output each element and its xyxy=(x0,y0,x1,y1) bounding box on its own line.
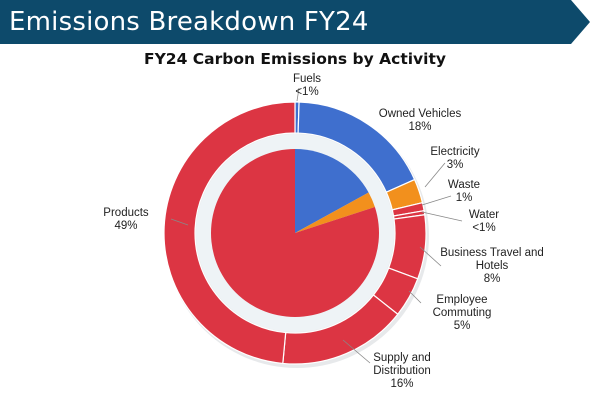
data-label-fuels: Fuels <1% xyxy=(293,73,321,98)
inner-pie-slice-1 xyxy=(295,192,375,233)
data-label-value: <1% xyxy=(295,86,318,98)
leader-line-waste xyxy=(421,195,452,206)
data-label-products: Products 49% xyxy=(103,207,149,232)
data-label-text: Waste xyxy=(448,179,480,191)
data-label-value: 16% xyxy=(390,378,413,390)
data-label-business-travel-and: Business Travel and Hotels 8% xyxy=(440,247,544,285)
data-label-waste: Waste 1% xyxy=(448,179,480,204)
data-label-employee: Employee Commuting 5% xyxy=(433,294,492,332)
leader-line-business-travel-and xyxy=(419,246,442,267)
page-title: Emissions Breakdown FY24 xyxy=(9,7,369,37)
leader-line-supply-and xyxy=(342,339,371,364)
data-label-value: <1% xyxy=(472,222,495,234)
data-label-text: Supply and xyxy=(373,352,431,364)
data-label-value: 3% xyxy=(447,159,464,171)
data-label-value: 49% xyxy=(114,220,137,232)
data-label-text: Owned Vehicles xyxy=(379,108,462,120)
header-banner: Emissions Breakdown FY24 xyxy=(0,0,590,44)
data-label-text: Commuting xyxy=(433,307,492,319)
data-label-text: Fuels xyxy=(293,73,321,85)
data-label-text: Distribution xyxy=(373,365,431,377)
banner-arrow-shape xyxy=(0,0,590,44)
leader-line-employee xyxy=(408,290,422,304)
leader-line-electricity xyxy=(424,162,446,188)
data-label-text: Hotels xyxy=(476,260,509,272)
data-label-text: Electricity xyxy=(430,146,479,158)
leader-line-products xyxy=(170,218,189,226)
data-label-electricity: Electricity 3% xyxy=(430,146,479,171)
inner-pie-slice-0 xyxy=(295,149,369,233)
banner-background xyxy=(0,0,590,44)
data-label-owned-vehicles: Owned Vehicles 18% xyxy=(379,108,462,133)
data-label-text: Water xyxy=(469,209,499,221)
data-label-value: 1% xyxy=(456,192,473,204)
data-label-supply-and: Supply and Distribution 16% xyxy=(373,352,431,390)
leader-line-fuels xyxy=(296,87,300,102)
data-label-water: Water <1% xyxy=(469,209,499,234)
data-label-value: 5% xyxy=(454,320,471,332)
data-label-value: 8% xyxy=(484,273,501,285)
chart-title: FY24 Carbon Emissions by Activity xyxy=(144,50,446,68)
inner-pie-slice-2 xyxy=(211,149,379,317)
data-label-text: Business Travel and xyxy=(440,247,544,259)
data-label-text: Products xyxy=(103,207,149,219)
data-label-value: 18% xyxy=(408,121,431,133)
donut-slice-business-travel-and xyxy=(387,214,427,280)
leader-line-water xyxy=(421,211,463,222)
donut-slice-products xyxy=(163,101,296,365)
data-label-text: Employee xyxy=(436,294,487,306)
